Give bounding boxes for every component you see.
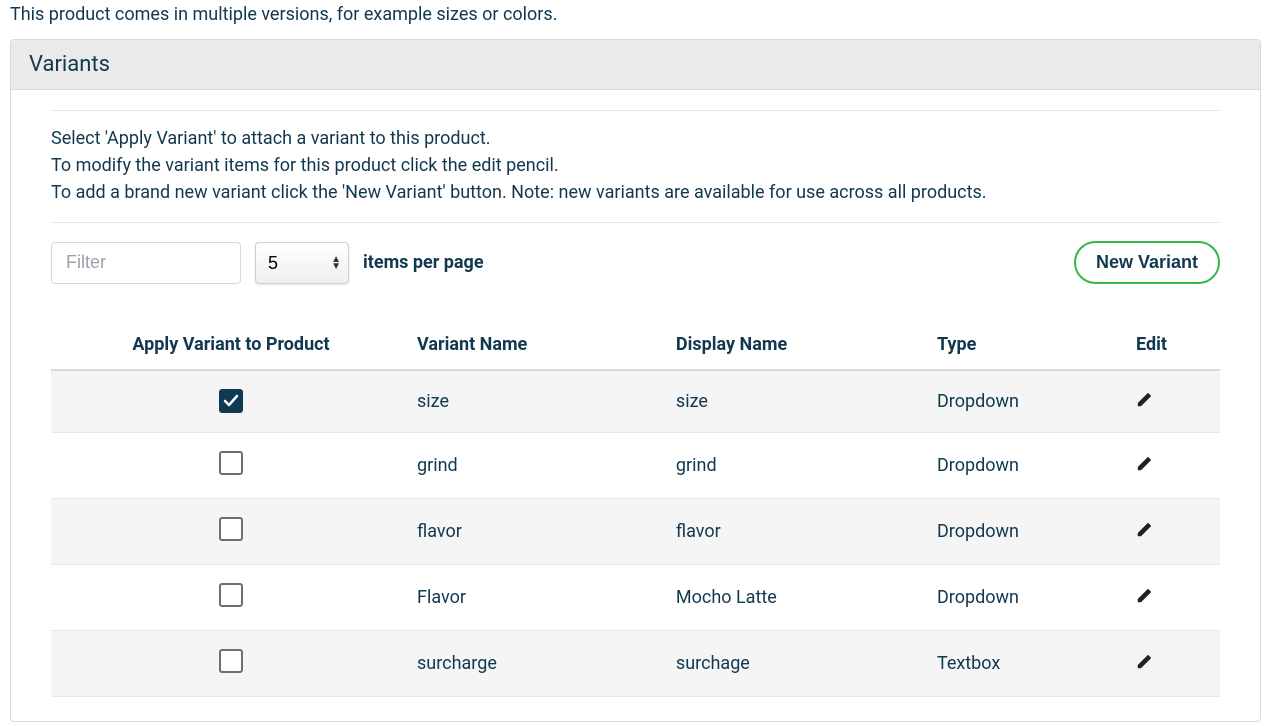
type-cell: Dropdown <box>931 499 1130 565</box>
type-cell: Textbox <box>931 631 1130 697</box>
variant-name-cell: flavor <box>411 499 670 565</box>
header-display-name: Display Name <box>670 324 931 370</box>
filter-input[interactable] <box>51 242 241 284</box>
items-per-page-label: items per page <box>363 252 484 273</box>
instruction-line: To add a brand new variant click the 'Ne… <box>51 179 1220 206</box>
variants-table: Apply Variant to Product Variant Name Di… <box>51 324 1220 697</box>
apply-variant-checkbox[interactable] <box>219 517 243 541</box>
header-type: Type <box>931 324 1130 370</box>
new-variant-button[interactable]: New Variant <box>1074 241 1220 284</box>
display-name-cell: flavor <box>670 499 931 565</box>
display-name-cell: Mocho Latte <box>670 565 931 631</box>
apply-variant-checkbox[interactable] <box>219 451 243 475</box>
pencil-icon[interactable] <box>1136 390 1154 413</box>
pencil-icon[interactable] <box>1136 586 1154 609</box>
table-row: sizesizeDropdown <box>51 370 1220 433</box>
display-name-cell: grind <box>670 433 931 499</box>
header-edit: Edit <box>1130 324 1220 370</box>
items-per-page-select[interactable]: 5 <box>255 242 349 284</box>
instructions: Select 'Apply Variant' to attach a varia… <box>51 110 1220 223</box>
apply-variant-checkbox[interactable] <box>219 649 243 673</box>
controls-row: 5 ▲▼ items per page New Variant <box>51 241 1220 284</box>
type-cell: Dropdown <box>931 370 1130 433</box>
variant-name-cell: grind <box>411 433 670 499</box>
instruction-line: To modify the variant items for this pro… <box>51 152 1220 179</box>
variant-name-cell: Flavor <box>411 565 670 631</box>
type-cell: Dropdown <box>931 565 1130 631</box>
intro-text: This product comes in multiple versions,… <box>10 4 1261 25</box>
apply-variant-checkbox[interactable] <box>219 583 243 607</box>
header-variant-name: Variant Name <box>411 324 670 370</box>
table-row: surchargesurchageTextbox <box>51 631 1220 697</box>
panel-title: Variants <box>11 40 1260 90</box>
variants-panel: Variants Select 'Apply Variant' to attac… <box>10 39 1261 722</box>
table-row: flavorflavorDropdown <box>51 499 1220 565</box>
table-row: grindgrindDropdown <box>51 433 1220 499</box>
display-name-cell: surchage <box>670 631 931 697</box>
header-apply: Apply Variant to Product <box>51 324 411 370</box>
display-name-cell: size <box>670 370 931 433</box>
variant-name-cell: surcharge <box>411 631 670 697</box>
apply-variant-checkbox[interactable] <box>219 389 243 413</box>
table-row: FlavorMocho LatteDropdown <box>51 565 1220 631</box>
variant-name-cell: size <box>411 370 670 433</box>
pencil-icon[interactable] <box>1136 652 1154 675</box>
instruction-line: Select 'Apply Variant' to attach a varia… <box>51 125 1220 152</box>
type-cell: Dropdown <box>931 433 1130 499</box>
pencil-icon[interactable] <box>1136 454 1154 477</box>
pencil-icon[interactable] <box>1136 520 1154 543</box>
